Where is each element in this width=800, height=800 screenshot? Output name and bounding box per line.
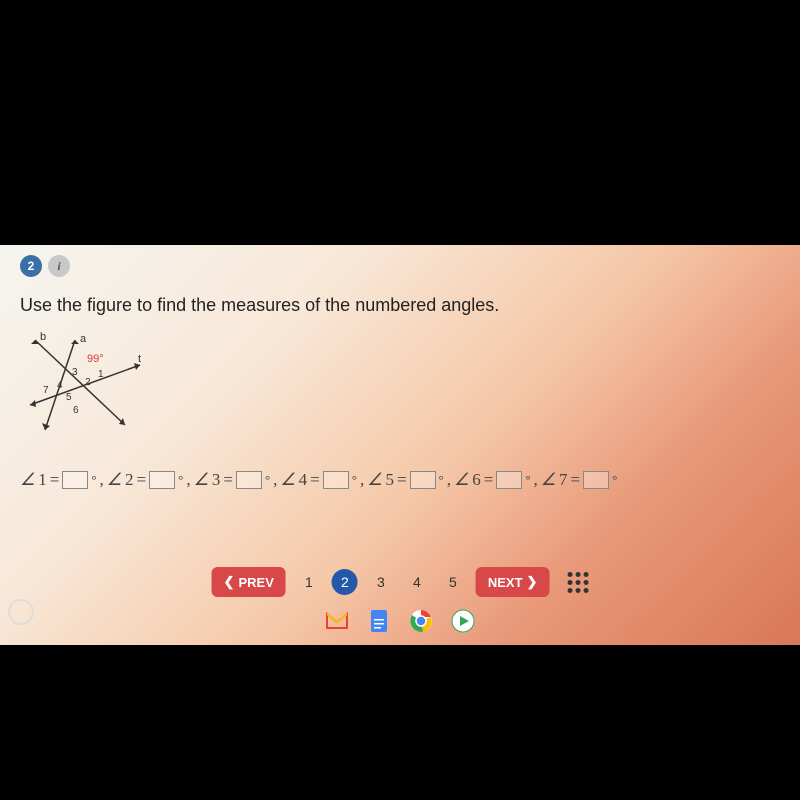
angle-figure: b a t 99° 1 2 3 4 5 6 7 <box>25 330 155 440</box>
instruction-text: Use the figure to find the measures of t… <box>20 295 780 316</box>
next-button[interactable]: NEXT ❯ <box>476 567 550 597</box>
equation-row: ∠1 = °, ∠2 = °, ∠3 = °, ∠4 = °, ∠5 = °, … <box>20 470 780 490</box>
line-label-a: a <box>80 333 87 345</box>
docs-icon[interactable] <box>365 607 393 635</box>
taskbar <box>323 607 477 635</box>
answer-input-3[interactable] <box>236 471 262 489</box>
answer-input-2[interactable] <box>149 471 175 489</box>
screen-content: 2 i Use the figure to find the measures … <box>0 245 800 645</box>
page-3[interactable]: 3 <box>368 569 394 595</box>
svg-text:2: 2 <box>85 377 91 388</box>
info-icon[interactable]: i <box>48 255 70 277</box>
line-label-b: b <box>40 331 46 343</box>
launcher-circle-icon[interactable] <box>8 599 34 625</box>
given-angle: 99° <box>87 353 104 365</box>
answer-input-6[interactable] <box>496 471 522 489</box>
play-icon[interactable] <box>449 607 477 635</box>
svg-text:3: 3 <box>72 367 78 378</box>
answer-input-7[interactable] <box>583 471 609 489</box>
page-1[interactable]: 1 <box>296 569 322 595</box>
pagination-row: ❮ PREV 1 2 3 4 5 NEXT ❯ <box>212 567 589 597</box>
svg-text:4: 4 <box>57 380 63 391</box>
black-bezel-top <box>0 0 800 245</box>
answer-input-1[interactable] <box>62 471 88 489</box>
page-2[interactable]: 2 <box>332 569 358 595</box>
black-bezel-bottom <box>0 645 800 800</box>
chrome-icon[interactable] <box>407 607 435 635</box>
page-4[interactable]: 4 <box>404 569 430 595</box>
grid-menu-icon[interactable] <box>567 572 588 593</box>
gmail-icon[interactable] <box>323 607 351 635</box>
prev-button[interactable]: ❮ PREV <box>212 567 286 597</box>
page-5[interactable]: 5 <box>440 569 466 595</box>
svg-text:6: 6 <box>73 405 79 416</box>
svg-text:7: 7 <box>43 385 49 396</box>
line-label-t: t <box>138 353 141 365</box>
answer-input-5[interactable] <box>410 471 436 489</box>
svg-text:5: 5 <box>66 392 72 403</box>
chevron-right-icon: ❯ <box>527 574 538 590</box>
svg-text:1: 1 <box>98 369 104 380</box>
badge-row: 2 i <box>20 255 780 277</box>
chevron-left-icon: ❮ <box>224 574 235 590</box>
answer-input-4[interactable] <box>323 471 349 489</box>
question-number-badge[interactable]: 2 <box>20 255 42 277</box>
